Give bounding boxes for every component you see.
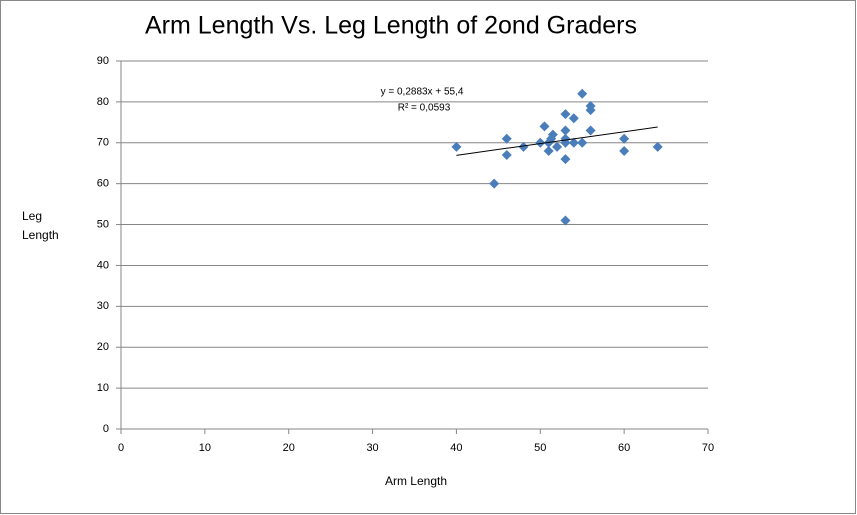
point — [585, 125, 596, 136]
y-tick-label: 90 — [97, 55, 109, 67]
point — [518, 141, 529, 152]
point — [568, 113, 579, 124]
x-tick-label: 30 — [366, 442, 378, 454]
point — [560, 109, 571, 120]
x-tick-label: 50 — [534, 442, 546, 454]
y-tick-label: 60 — [97, 178, 109, 190]
y-tick-label: 50 — [97, 218, 109, 230]
point — [501, 150, 512, 161]
point — [535, 137, 546, 148]
y-tick-label: 0 — [103, 423, 109, 435]
point — [560, 215, 571, 226]
point — [451, 141, 462, 152]
point — [652, 141, 663, 152]
trendline-equation: y = 0,2883x + 55,4 — [381, 87, 464, 98]
y-axis-label: Leg Length — [22, 209, 59, 242]
point — [552, 141, 563, 152]
point — [501, 133, 512, 144]
point — [619, 133, 630, 144]
trendline — [456, 126, 658, 156]
point — [577, 88, 588, 99]
x-tick-label: 0 — [118, 442, 124, 454]
chart-title: Arm Length Vs. Leg Length of 2ond Grader… — [145, 12, 637, 40]
x-tick-label: 60 — [618, 442, 630, 454]
point — [560, 154, 571, 165]
x-tick-label: 40 — [450, 442, 462, 454]
point — [560, 125, 571, 136]
y-tick-label: 70 — [97, 137, 109, 149]
y-tick-label: 40 — [97, 259, 109, 271]
x-tick-label: 10 — [199, 442, 211, 454]
x-tick-label: 20 — [283, 442, 295, 454]
point — [539, 121, 550, 132]
point — [489, 178, 500, 189]
x-axis-label: Arm Length — [385, 474, 447, 488]
point — [619, 145, 630, 156]
point — [568, 137, 579, 148]
y-tick-label: 20 — [97, 341, 109, 353]
point — [543, 145, 554, 156]
point — [547, 129, 558, 140]
point — [577, 137, 588, 148]
y-tick-label: 10 — [97, 382, 109, 394]
point — [585, 105, 596, 116]
y-tick-label: 80 — [97, 96, 109, 108]
y-tick-label: 30 — [97, 300, 109, 312]
x-tick-label: 70 — [702, 442, 714, 454]
trendline-r2: R² = 0,0593 — [398, 103, 451, 114]
